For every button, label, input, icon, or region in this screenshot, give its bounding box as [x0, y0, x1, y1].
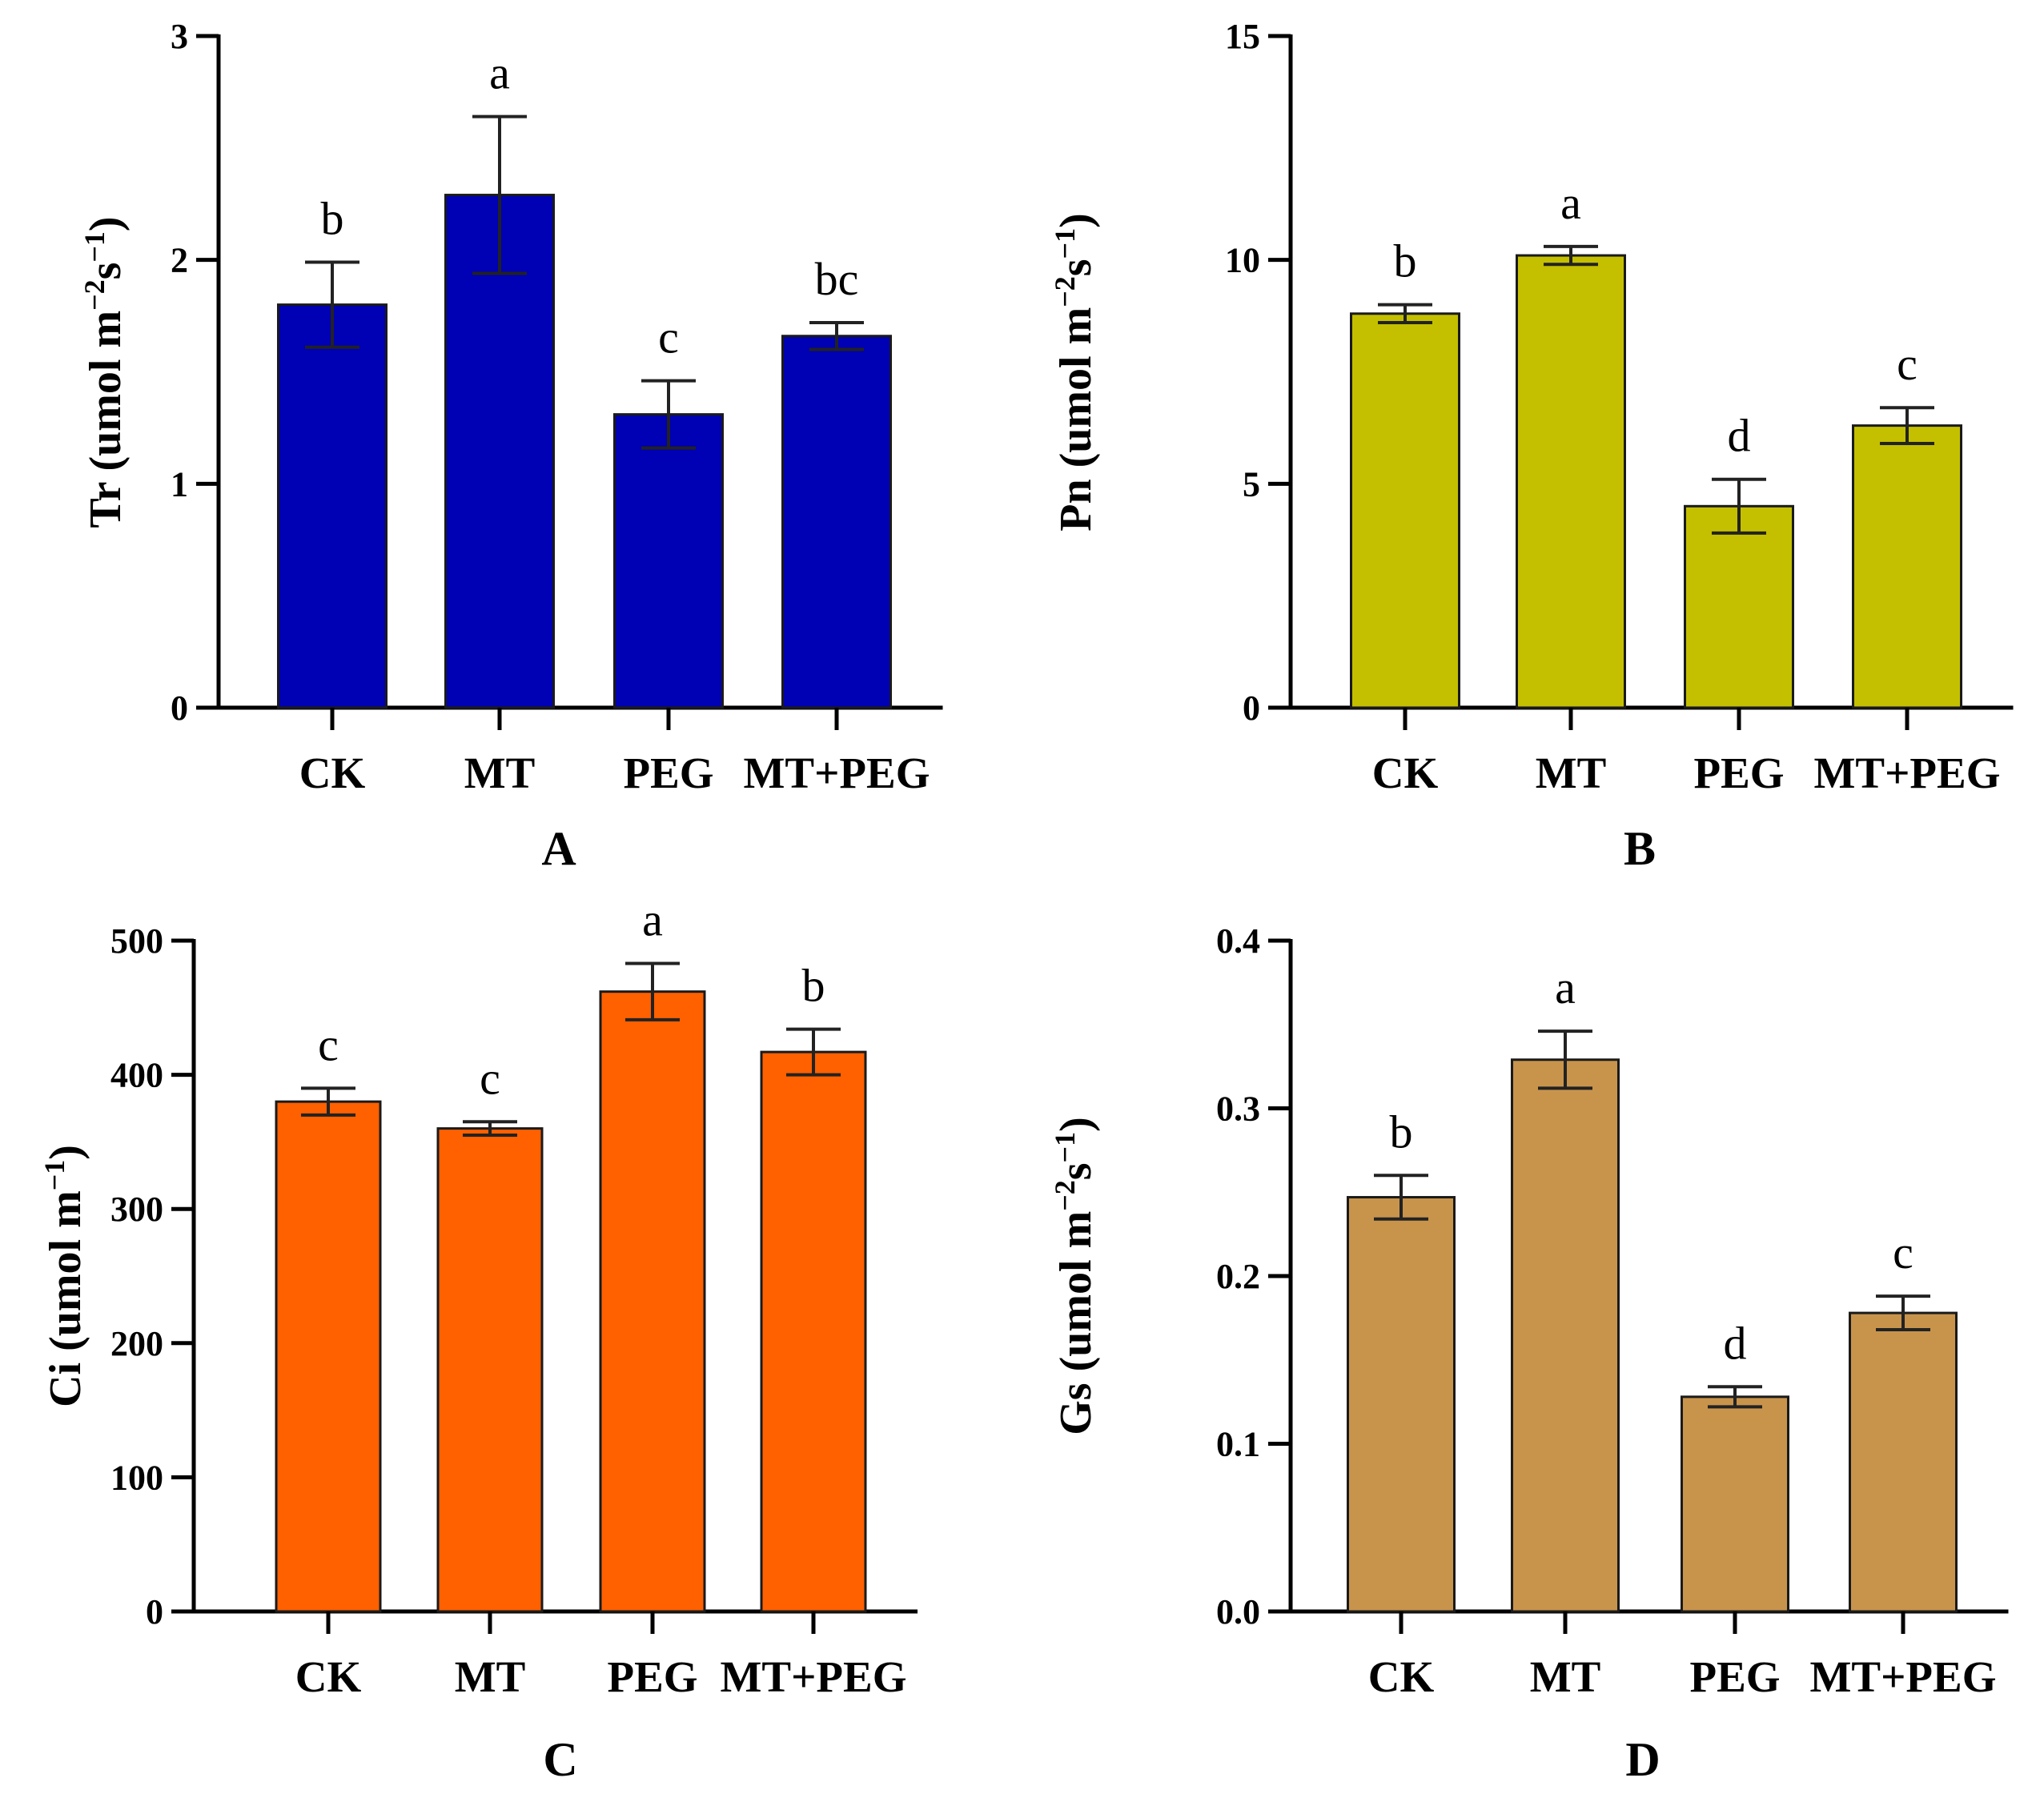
y-tick-label: 1: [171, 464, 188, 504]
y-axis-label-part: −2: [78, 279, 110, 311]
y-tick-label: 0.4: [1216, 921, 1260, 961]
y-axis-label-part: s: [81, 263, 131, 280]
category-label: MT+PEG: [744, 748, 930, 797]
panel-label: B: [1624, 822, 1656, 875]
y-axis-label-part: Gs (umol m: [1051, 1211, 1101, 1435]
category-label: CK: [299, 748, 366, 797]
y-axis-label-part: Pn (umol m: [1051, 307, 1101, 532]
y-axis-label-part: ): [41, 1145, 90, 1160]
category-label: MT+PEG: [721, 1652, 907, 1701]
category-label: MT+PEG: [1814, 748, 2001, 797]
bar: [760, 1050, 867, 1613]
category-label: PEG: [607, 1652, 697, 1701]
panel-label: C: [543, 1733, 577, 1786]
significance-letter: d: [1724, 1317, 1747, 1369]
bar: [1350, 312, 1460, 709]
bar: [781, 335, 892, 709]
significance-letter: a: [642, 893, 663, 945]
y-tick-label: 0: [146, 1592, 163, 1631]
significance-letter: a: [1560, 177, 1581, 229]
y-tick-label: 100: [110, 1458, 163, 1497]
panel-label: A: [541, 822, 576, 875]
y-axis-label-part: −1: [1049, 1132, 1081, 1163]
significance-letter: bc: [815, 253, 859, 305]
significance-letter: b: [1394, 235, 1417, 287]
y-axis-label-part: ): [1051, 1117, 1101, 1132]
y-tick-label: 500: [110, 921, 163, 961]
bar: [1684, 504, 1794, 709]
bar: [1516, 254, 1626, 709]
y-tick-label: 15: [1225, 17, 1260, 56]
panel-label: D: [1625, 1733, 1660, 1786]
y-axis-label-part: s: [1051, 259, 1101, 276]
category-label: MT: [1530, 1652, 1601, 1701]
y-axis-label: Ci (umol m−1): [38, 1145, 90, 1407]
y-axis-label-part: −1: [1049, 228, 1081, 259]
significance-letter: c: [658, 311, 679, 363]
bar: [436, 1127, 544, 1613]
significance-letter: b: [802, 960, 825, 1012]
category-label: PEG: [1689, 1652, 1780, 1701]
bar: [599, 990, 706, 1613]
significance-letter: b: [1390, 1106, 1413, 1158]
bar: [1511, 1058, 1620, 1613]
significance-letter: d: [1728, 410, 1751, 462]
category-label: MT: [455, 1652, 526, 1701]
category-label: MT: [1536, 748, 1607, 797]
significance-letter: c: [318, 1018, 339, 1070]
bar: [275, 1100, 382, 1613]
chart-panel-c: 0 100 200 300 400 500 CK c MT c PEG a MT+PEG b Ci (umo…: [38, 893, 918, 1786]
chart-panel-b: 0 5 10 15 CK b MT a PEG d MT+PEG c Pn (umol m−2s−1) B: [1049, 17, 2014, 875]
y-axis-label: Gs (umol m−2s−1): [1049, 1117, 1101, 1435]
y-tick-label: 0.1: [1216, 1425, 1260, 1464]
y-axis-label: Tr (umol m−2s−1): [78, 216, 131, 528]
category-label: PEG: [623, 748, 713, 797]
bar: [1347, 1196, 1456, 1613]
category-label: MT: [464, 748, 536, 797]
significance-letter: c: [1893, 1226, 1913, 1278]
category-label: PEG: [1693, 748, 1784, 797]
y-tick-label: 0: [1243, 688, 1260, 728]
category-label: CK: [1372, 748, 1439, 797]
bar: [1681, 1395, 1789, 1613]
y-tick-label: 3: [171, 17, 188, 56]
y-axis-label-part: −2: [1049, 1180, 1081, 1211]
y-axis-label: Pn (umol m−2s−1): [1049, 213, 1101, 531]
y-tick-label: 0.3: [1216, 1090, 1260, 1129]
significance-letter: c: [480, 1052, 500, 1104]
category-label: CK: [295, 1652, 362, 1701]
y-tick-label: 0.2: [1216, 1257, 1260, 1296]
y-axis-label-part: −2: [1049, 276, 1081, 307]
y-tick-label: 10: [1225, 241, 1260, 280]
y-tick-label: 200: [110, 1324, 163, 1363]
y-axis-label-part: ): [1051, 213, 1101, 228]
y-axis-label-part: Tr (umol m: [81, 311, 131, 528]
y-tick-label: 2: [171, 241, 188, 280]
y-tick-label: 5: [1243, 464, 1260, 504]
category-label: MT+PEG: [1810, 1652, 1997, 1701]
y-tick-label: 300: [110, 1190, 163, 1229]
y-tick-label: 0: [171, 688, 188, 728]
significance-letter: c: [1897, 338, 1918, 390]
y-axis-label-part: −1: [78, 231, 110, 263]
bar: [1849, 1311, 1958, 1613]
y-tick-label: 0.0: [1216, 1592, 1260, 1631]
significance-letter: a: [1555, 961, 1576, 1013]
bar: [277, 303, 388, 709]
y-axis-label-part: ): [81, 216, 131, 231]
significance-letter: a: [489, 47, 510, 99]
bar: [1852, 424, 1962, 709]
y-tick-label: 400: [110, 1056, 163, 1095]
y-axis-label-part: −1: [38, 1160, 70, 1191]
category-label: CK: [1368, 1652, 1435, 1701]
chart-panel-a: 0 1 2 3 CK b MT a PEG c MT+PEG bc Tr (umol m−2s−1) A: [78, 17, 943, 875]
bar: [613, 413, 724, 709]
y-axis-label-part: Ci (umol m: [41, 1190, 90, 1407]
chart-panel-d: 0.0 0.1 0.2 0.3 0.4 CK b MT a PEG d MT+PEG c Gs (umol…: [1049, 921, 2009, 1786]
y-axis-label-part: s: [1051, 1162, 1101, 1180]
significance-letter: b: [321, 192, 344, 244]
